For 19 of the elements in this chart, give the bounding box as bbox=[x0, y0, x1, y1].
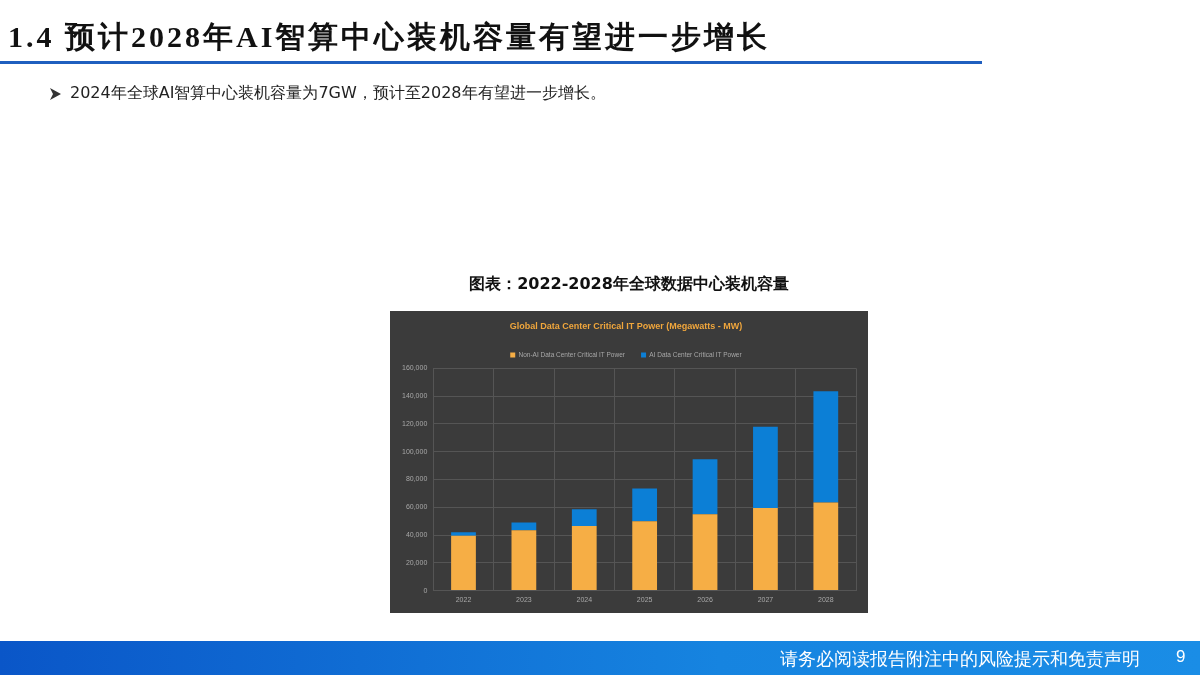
chart-title: Global Data Center Critical IT Power (Megawatts - MW) bbox=[509, 320, 743, 331]
text: 请务必阅读报告附注中的风险提示和免责声明 bbox=[780, 647, 1140, 671]
bar bbox=[753, 507, 778, 591]
text: 1.4 预计2028年AI智算中心装机容量有望进一步增长 bbox=[8, 19, 771, 55]
bar bbox=[511, 530, 537, 591]
bar bbox=[813, 391, 839, 503]
bar bbox=[692, 514, 718, 591]
bar bbox=[692, 459, 718, 515]
text: 9 bbox=[1176, 647, 1186, 667]
bar bbox=[451, 535, 476, 591]
bar bbox=[632, 488, 658, 522]
bar bbox=[571, 509, 597, 526]
chart-subtitle: 图表：2022-2028年全球数据中心装机容量 bbox=[468, 274, 790, 295]
bar bbox=[632, 521, 658, 591]
bar bbox=[451, 532, 476, 536]
bar bbox=[753, 426, 778, 508]
text: 2024年全球AI智算中心装机容量为7GW，预计至2028年有望进一步增长。 bbox=[70, 83, 606, 104]
bar bbox=[571, 525, 597, 591]
bar bbox=[813, 502, 839, 591]
